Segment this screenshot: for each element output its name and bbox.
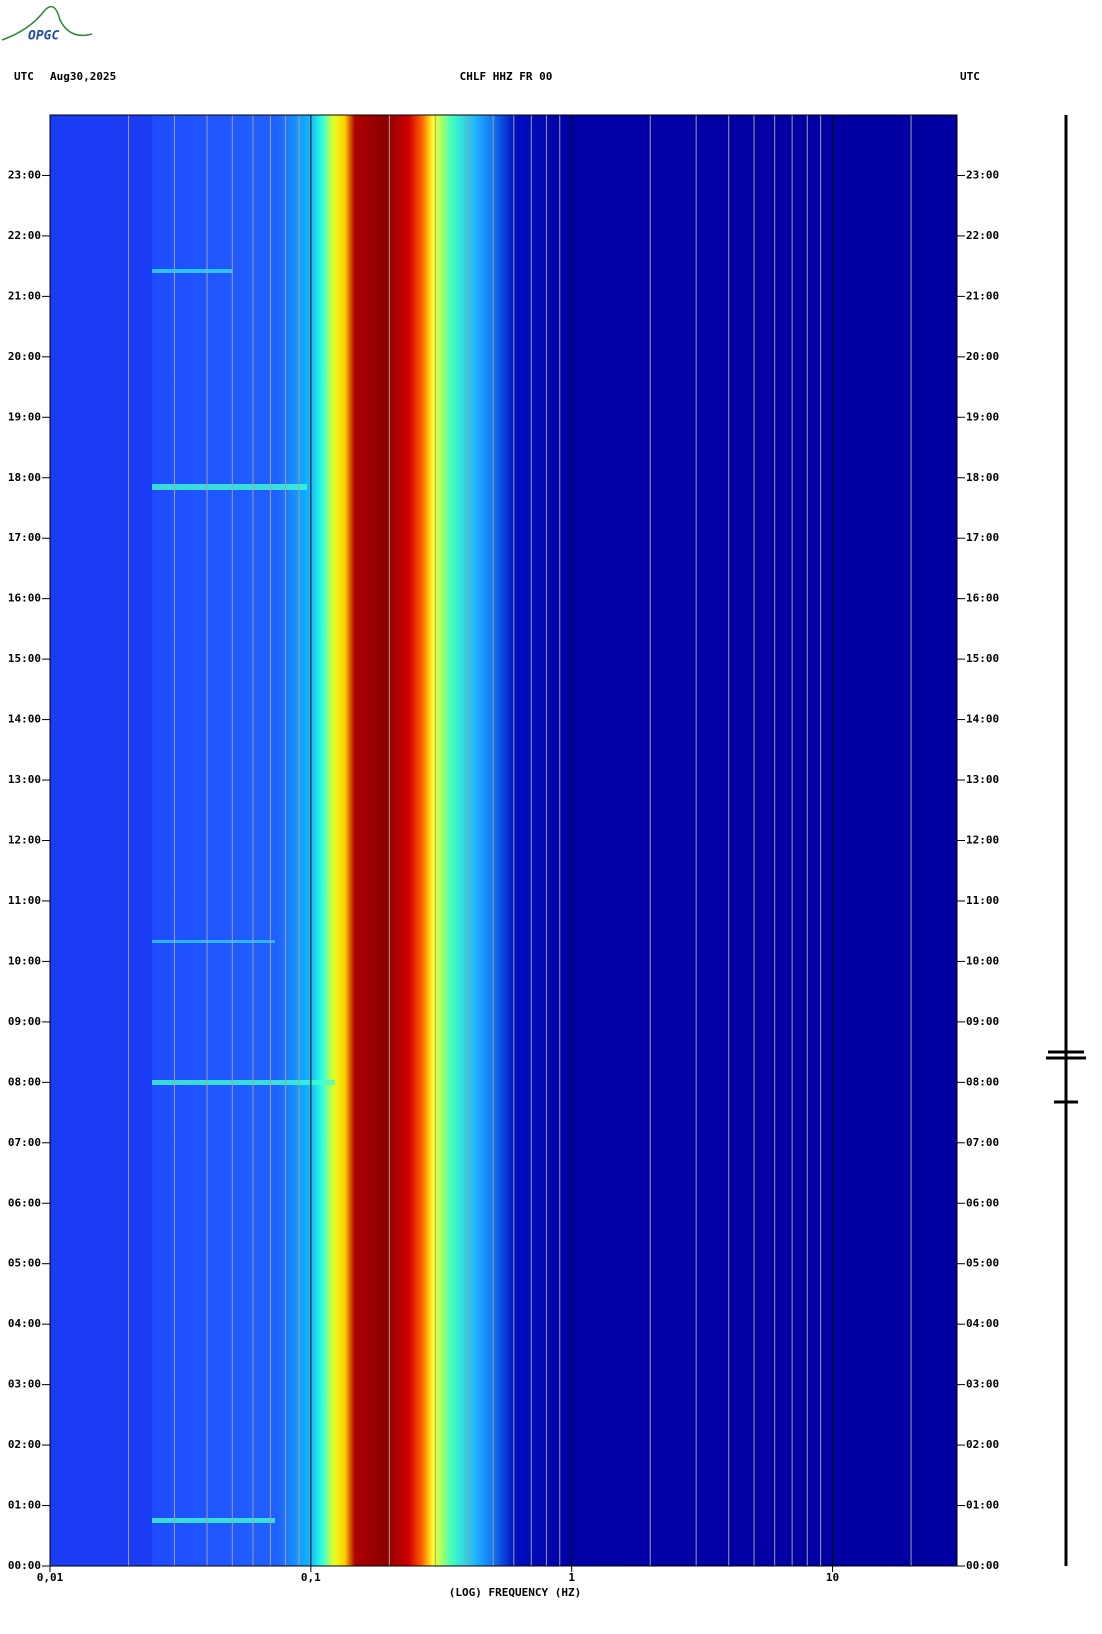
y-tick-label-right: 16:00: [966, 592, 999, 605]
y-tick-label-right: 00:00: [966, 1559, 999, 1572]
y-tick-label-right: 14:00: [966, 713, 999, 726]
y-tick-label-left: 07:00: [8, 1136, 41, 1149]
y-tick-label-right: 04:00: [966, 1317, 999, 1330]
y-tick-label-left: 12:00: [8, 834, 41, 847]
y-tick-label-right: 06:00: [966, 1196, 999, 1209]
y-tick-label-left: 02:00: [8, 1438, 41, 1451]
station: CHLF HHZ FR 00: [460, 70, 553, 83]
x-tick-label: 0,1: [301, 1571, 321, 1584]
y-tick-label-right: 19:00: [966, 410, 999, 423]
y-tick-label-right: 01:00: [966, 1499, 999, 1512]
y-tick-label-left: 22:00: [8, 229, 41, 242]
date: Aug30,2025: [50, 70, 116, 83]
x-tick-label: 0,01: [37, 1571, 64, 1584]
y-tick-label-right: 11:00: [966, 894, 999, 907]
y-tick-label-left: 17:00: [8, 531, 41, 544]
y-tick-label-right: 18:00: [966, 471, 999, 484]
seismogram-trace: [1046, 115, 1086, 1566]
y-tick-label-right: 02:00: [966, 1438, 999, 1451]
logo-text: OPGC: [28, 29, 59, 44]
x-axis-label: (LOG) FREQUENCY (HZ): [449, 1586, 581, 1599]
y-tick-label-right: 22:00: [966, 229, 999, 242]
y-tick-label-left: 08:00: [8, 1075, 41, 1088]
y-tick-label-left: 14:00: [8, 713, 41, 726]
y-tick-label-left: 16:00: [8, 592, 41, 605]
y-tick-label-left: 19:00: [8, 410, 41, 423]
y-tick-label-left: 06:00: [8, 1196, 41, 1209]
y-tick-label-right: 17:00: [966, 531, 999, 544]
y-tick-label-left: 05:00: [8, 1257, 41, 1270]
y-tick-label-left: 23:00: [8, 168, 41, 181]
y-tick-label-right: 13:00: [966, 773, 999, 786]
x-tick-label: 10: [826, 1571, 839, 1584]
y-tick-label-right: 21:00: [966, 289, 999, 302]
logo: OPGC: [1, 5, 93, 44]
time-zone-right: UTC: [960, 70, 980, 83]
y-tick-label-right: 09:00: [966, 1015, 999, 1028]
y-tick-label-left: 18:00: [8, 471, 41, 484]
y-tick-label-right: 23:00: [966, 168, 999, 181]
y-tick-label-right: 15:00: [966, 652, 999, 665]
y-tick-label-right: 12:00: [966, 834, 999, 847]
y-tick-label-left: 10:00: [8, 954, 41, 967]
plot-frame: [49, 114, 958, 1567]
y-tick-label-left: 00:00: [8, 1559, 41, 1572]
y-tick-label-left: 01:00: [8, 1499, 41, 1512]
time-zone-left: UTC: [14, 70, 34, 83]
y-tick-label-right: 05:00: [966, 1257, 999, 1270]
y-tick-label-right: 03:00: [966, 1378, 999, 1391]
streaks: [152, 269, 335, 1523]
y-tick-label-right: 07:00: [966, 1136, 999, 1149]
y-tick-label-left: 09:00: [8, 1015, 41, 1028]
spectrogram-image: [50, 115, 957, 1566]
y-tick-label-left: 21:00: [8, 289, 41, 302]
y-tick-label-right: 20:00: [966, 350, 999, 363]
y-tick-label-left: 13:00: [8, 773, 41, 786]
y-tick-label-left: 20:00: [8, 350, 41, 363]
y-tick-label-left: 03:00: [8, 1378, 41, 1391]
x-tick-label: 1: [568, 1571, 575, 1584]
y-tick-label-right: 10:00: [966, 954, 999, 967]
y-tick-label-left: 11:00: [8, 894, 41, 907]
y-tick-label-right: 08:00: [966, 1075, 999, 1088]
y-tick-label-left: 15:00: [8, 652, 41, 665]
y-tick-label-left: 04:00: [8, 1317, 41, 1330]
